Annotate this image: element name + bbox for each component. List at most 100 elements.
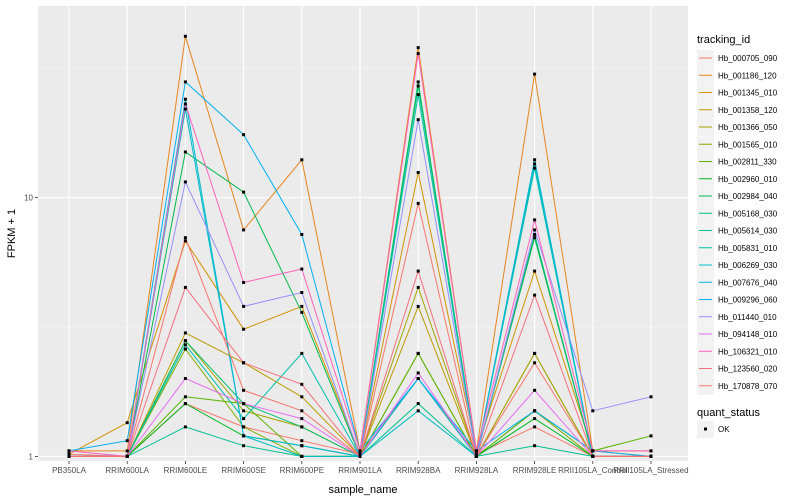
data-point (300, 267, 304, 271)
legend-title-quant-status: quant_status (697, 407, 760, 419)
legend-label: Hb_001345_010 (718, 89, 778, 98)
legend-label: Hb_005168_030 (718, 209, 778, 218)
data-point (300, 382, 304, 386)
legend-label: Hb_106321_010 (718, 347, 778, 356)
data-point (474, 452, 478, 456)
data-point (183, 285, 187, 289)
legend-label: Hb_094148_010 (718, 330, 778, 339)
data-point (416, 351, 420, 355)
legend-label: Hb_006269_030 (718, 261, 778, 270)
data-point (416, 304, 420, 308)
data-point (242, 417, 246, 421)
data-point (300, 425, 304, 429)
data-point (533, 444, 537, 448)
data-point (183, 239, 187, 243)
legend-label: Hb_005614_030 (718, 227, 778, 236)
data-point (67, 449, 71, 453)
data-point (242, 190, 246, 194)
data-point (533, 236, 537, 240)
data-point (474, 454, 478, 458)
data-point (183, 34, 187, 38)
legend-label: Hb_011440_010 (718, 313, 777, 322)
data-point (416, 201, 420, 205)
data-point (183, 395, 187, 399)
data-point (416, 371, 420, 375)
y-tick-label: 10 (24, 194, 33, 203)
legend-label: Hb_000705_090 (718, 54, 778, 63)
legend-label: Hb_001366_050 (718, 123, 778, 132)
data-point (591, 449, 595, 453)
x-tick-label: RRIM600LE (164, 466, 208, 475)
data-point (533, 228, 537, 232)
data-point (533, 293, 537, 297)
legend-label: OK (718, 425, 730, 434)
legend-label: Hb_001358_120 (718, 106, 778, 115)
x-tick-label: RRIM928LA (455, 466, 499, 475)
data-point (300, 454, 304, 458)
x-tick-label: RRIM928LE (513, 466, 557, 475)
legend-key-point (704, 427, 707, 431)
data-point (533, 351, 537, 355)
data-point (533, 417, 537, 421)
x-tick-label: RRIM600LA (105, 466, 149, 475)
data-point (533, 269, 537, 273)
x-tick-label: RRIM928BA (396, 466, 441, 475)
data-point (533, 72, 537, 76)
data-point (416, 377, 420, 380)
data-point (183, 347, 187, 351)
legend-label: Hb_002960_010 (718, 175, 778, 184)
data-point (300, 444, 304, 448)
data-point (533, 425, 537, 429)
legend-label: Hb_002811_330 (718, 158, 777, 167)
x-tick-label: PB350LA (52, 466, 86, 475)
data-point (533, 361, 537, 365)
x-tick-label: RRIM600PE (280, 466, 324, 475)
data-point (533, 233, 537, 236)
data-point (183, 339, 187, 343)
data-point (67, 452, 71, 456)
data-point (183, 102, 187, 106)
data-point (649, 434, 653, 438)
y-axis-title: FPKM + 1 (6, 209, 18, 258)
data-point (242, 327, 246, 331)
data-point (591, 409, 595, 413)
x-axis: PB350LA RRIM600LA RRIM600LE RRIM600SE RRIM60… (52, 461, 689, 475)
legend-label: Hb_001565_010 (718, 140, 778, 149)
data-point (416, 80, 420, 84)
data-point (649, 454, 653, 458)
data-point (649, 395, 653, 399)
data-point (416, 269, 420, 273)
data-point (533, 218, 537, 222)
legend-title: tracking_id (697, 34, 750, 46)
x-tick-label: RRIM600SE (221, 466, 265, 475)
data-point (67, 454, 71, 458)
data-point (183, 97, 187, 101)
data-point (242, 361, 246, 365)
data-point (242, 304, 246, 308)
data-point (242, 402, 246, 406)
data-point (474, 449, 478, 453)
data-point (416, 402, 420, 406)
data-point (533, 158, 537, 162)
data-point (300, 351, 304, 355)
data-point (183, 107, 187, 111)
legend-label: Hb_170878_070 (718, 382, 778, 391)
data-point (358, 449, 362, 453)
data-point (183, 80, 187, 84)
data-point (591, 454, 595, 458)
data-point (125, 449, 129, 453)
data-point (416, 285, 420, 289)
data-point (300, 233, 304, 236)
data-point (300, 395, 304, 399)
data-point (533, 166, 537, 170)
data-point (183, 150, 187, 154)
legend-label: Hb_009296_060 (718, 296, 778, 305)
data-point (533, 388, 537, 392)
data-point (183, 377, 187, 380)
data-point (125, 454, 129, 458)
legend-tracking-id: tracking_id Hb_000705_090 Hb_001186_120 Hb… (697, 34, 778, 395)
data-point (183, 425, 187, 429)
data-point (125, 421, 129, 425)
data-point (416, 52, 420, 56)
data-point (416, 93, 420, 97)
